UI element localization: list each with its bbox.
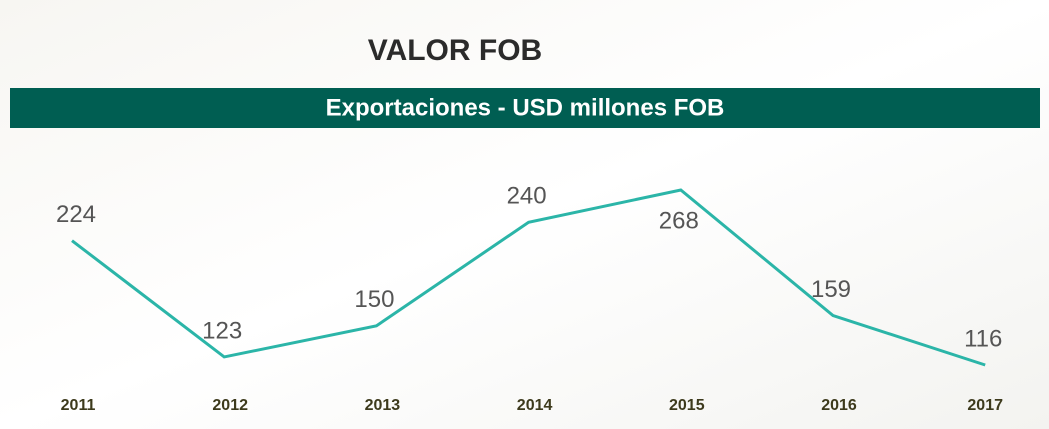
data-label: 224 xyxy=(56,201,96,228)
data-label: 150 xyxy=(354,286,394,313)
data-label: 268 xyxy=(659,207,699,234)
x-tick-label: 2011 xyxy=(61,397,96,414)
chart-subtitle: Exportaciones - USD millones FOB xyxy=(326,94,725,121)
x-tick-label: 2017 xyxy=(967,397,1003,414)
x-tick-label: 2014 xyxy=(517,397,553,414)
x-tick-label: 2016 xyxy=(821,397,857,414)
data-label: 159 xyxy=(811,276,851,303)
data-label: 240 xyxy=(507,183,547,210)
subtitle-banner xyxy=(10,88,1040,128)
chart-title: VALOR FOB xyxy=(368,34,542,67)
line xyxy=(71,188,986,367)
data-label: 123 xyxy=(202,317,242,344)
x-tick-label: 2013 xyxy=(365,397,401,414)
x-tick-label: 2012 xyxy=(212,397,248,414)
data-label: 116 xyxy=(964,325,1002,352)
x-tick-label: 2015 xyxy=(669,397,705,414)
